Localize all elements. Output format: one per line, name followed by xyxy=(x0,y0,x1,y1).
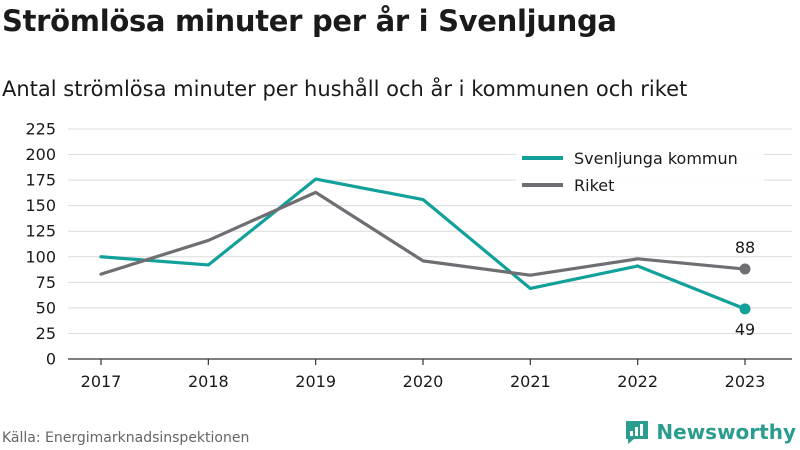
bar-chart-logo-icon xyxy=(626,421,649,444)
series-end-point-1 xyxy=(739,303,751,315)
series-line-2 xyxy=(99,190,747,277)
x-tick-label: 2023 xyxy=(725,372,766,391)
y-tick-label: 25 xyxy=(36,324,56,343)
x-tick-label: 2017 xyxy=(81,372,122,391)
y-tick-label: 0 xyxy=(46,350,56,369)
line-chart: 0 25 50 75 100 125 150 175 200 225 2017 2018 2019 202… xyxy=(25,120,792,391)
chart-title: Strömlösa minuter per år i Svenljunga xyxy=(2,4,617,38)
series-end-point-2 xyxy=(739,263,751,275)
y-tick-label: 175 xyxy=(25,171,56,190)
brand-logo[interactable]: Newsworthy xyxy=(624,419,796,445)
y-tick-label: 125 xyxy=(25,222,56,241)
x-tick-label: 2022 xyxy=(617,372,658,391)
series-line-1 xyxy=(99,177,747,311)
end-value-label-2: 88 xyxy=(735,238,755,257)
y-tick-label: 50 xyxy=(36,298,56,317)
x-tick-label: 2019 xyxy=(295,372,336,391)
x-tick-label: 2020 xyxy=(403,372,444,391)
chart-subtitle: Antal strömlösa minuter per hushåll och … xyxy=(2,77,688,101)
y-tick-label: 200 xyxy=(25,145,56,164)
brand-name: Newsworthy xyxy=(656,420,796,444)
end-value-label-1: 49 xyxy=(735,320,755,339)
y-tick-label: 75 xyxy=(36,273,56,292)
x-tick-label: 2018 xyxy=(188,372,229,391)
y-tick-label: 150 xyxy=(25,196,56,215)
y-tick-label: 225 xyxy=(25,120,56,139)
legend-label-2: Riket xyxy=(574,176,614,195)
source-note: Källa: Energimarknadsinspektionen xyxy=(2,430,250,446)
x-tick-label: 2021 xyxy=(510,372,551,391)
legend-label-1: Svenljunga kommun xyxy=(574,149,738,168)
y-tick-label: 100 xyxy=(25,247,56,266)
